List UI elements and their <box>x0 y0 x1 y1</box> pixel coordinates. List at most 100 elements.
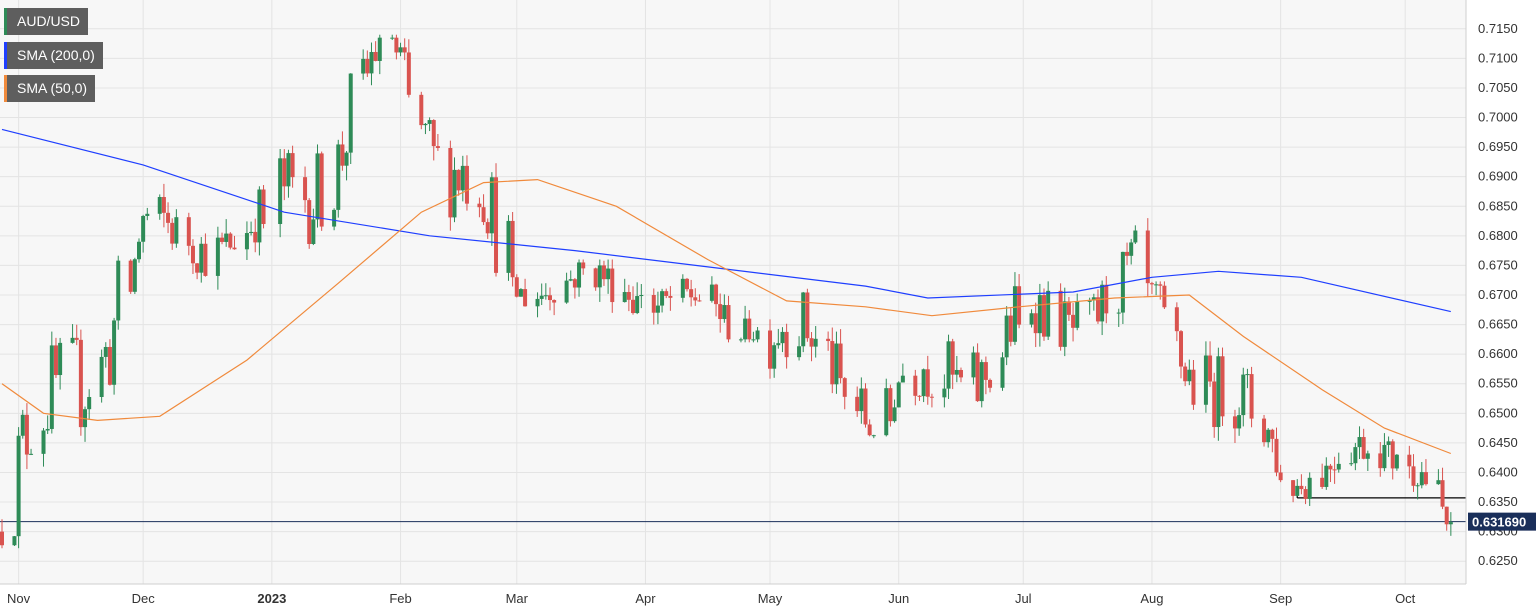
candle-body <box>103 346 108 357</box>
candle-body <box>1191 369 1196 405</box>
candle-body <box>635 296 640 314</box>
candle-body <box>203 243 208 276</box>
candle-body <box>921 369 926 397</box>
candle-body <box>1262 418 1267 443</box>
candle-body <box>45 428 50 431</box>
candle-body <box>145 213 150 216</box>
candle-body <box>743 318 748 340</box>
candle-body <box>929 396 934 398</box>
candle-body <box>419 94 424 126</box>
candle-body <box>1179 331 1184 367</box>
candle-body <box>1278 472 1283 481</box>
candle-body <box>834 343 839 385</box>
candle-body <box>1295 485 1300 496</box>
candle-body <box>776 343 781 346</box>
candle-body <box>797 346 802 358</box>
candle-body <box>1008 315 1013 342</box>
candle-body <box>1100 284 1105 322</box>
candle-body <box>950 341 955 375</box>
candle-body <box>726 305 731 340</box>
candle-body <box>718 304 723 320</box>
y-tick-label: 0.6950 <box>1478 139 1518 154</box>
candle-body <box>373 51 378 61</box>
x-tick-label: Nov <box>7 591 31 606</box>
candle-body <box>917 395 922 397</box>
candle-body <box>278 158 283 225</box>
candle-body <box>1087 300 1092 302</box>
candle-body <box>626 292 631 300</box>
y-tick-label: 0.6900 <box>1478 169 1518 184</box>
candle-body <box>1012 286 1017 342</box>
candle-body <box>913 375 918 396</box>
candle-body <box>805 292 810 339</box>
candle-body <box>456 169 461 191</box>
candle-body <box>946 341 951 389</box>
legend-item-audusd: AUD/USD <box>4 8 89 35</box>
candle-body <box>601 265 606 280</box>
candle-body <box>1415 485 1420 487</box>
candle-body <box>896 382 901 408</box>
candle-body <box>311 219 316 244</box>
candle-body <box>1174 307 1179 332</box>
candle-body <box>784 331 789 358</box>
candles <box>0 34 1453 549</box>
candle-body <box>1320 477 1325 487</box>
candle-body <box>958 369 963 378</box>
candle-body <box>394 37 399 53</box>
candle-body <box>406 52 411 95</box>
candle-body <box>427 120 432 124</box>
candle-body <box>132 259 137 292</box>
y-tick-label: 0.6700 <box>1478 287 1518 302</box>
candle-body <box>830 341 835 385</box>
candle-body <box>402 47 407 53</box>
candle-body <box>543 295 548 297</box>
candle-body <box>1390 441 1395 469</box>
candle-body <box>539 295 544 299</box>
candle-body <box>942 388 947 398</box>
candle-body <box>660 291 665 306</box>
x-tick-label: 2023 <box>257 591 286 606</box>
candle-body <box>1042 295 1047 337</box>
candle-body <box>954 369 959 375</box>
candle-body <box>747 318 752 340</box>
candle-body <box>1349 463 1354 465</box>
candle-body <box>809 338 814 347</box>
candle-body <box>610 268 615 303</box>
candle-body <box>523 289 528 307</box>
sma50-line <box>1 178 1452 455</box>
candle-body <box>435 146 440 148</box>
candle-body <box>58 342 63 376</box>
current-price-label-background <box>1468 512 1536 531</box>
candle-body <box>1241 374 1246 416</box>
legend-item-sma50: SMA (50,0) <box>4 75 96 102</box>
candle-body <box>606 268 611 280</box>
candle-body <box>136 241 141 260</box>
candle-body <box>365 58 370 74</box>
candle-body <box>157 197 162 214</box>
candle-body <box>768 330 773 369</box>
candle-body <box>859 388 864 412</box>
candle-body <box>78 339 83 428</box>
candle-body <box>224 233 229 242</box>
candle-body <box>842 378 847 397</box>
candle-body <box>1017 286 1022 325</box>
candle-body <box>1245 374 1250 376</box>
candle-body <box>29 453 34 455</box>
candle-body <box>1386 441 1391 445</box>
candle-body <box>220 237 225 242</box>
candle-body <box>1394 454 1399 469</box>
candle-body <box>709 284 714 301</box>
candle-body <box>1145 230 1150 284</box>
candle-body <box>1353 447 1358 464</box>
candle-body <box>838 343 843 379</box>
candle-body <box>16 435 21 537</box>
candle-body <box>332 209 337 227</box>
candle-body <box>170 222 175 244</box>
candle-body <box>577 262 582 288</box>
candle-body <box>1444 506 1449 525</box>
x-tick-label: Aug <box>1140 591 1163 606</box>
candle-body <box>855 396 860 412</box>
candle-body <box>1237 415 1242 429</box>
candle-body <box>1361 437 1366 459</box>
candle-body <box>257 189 262 243</box>
